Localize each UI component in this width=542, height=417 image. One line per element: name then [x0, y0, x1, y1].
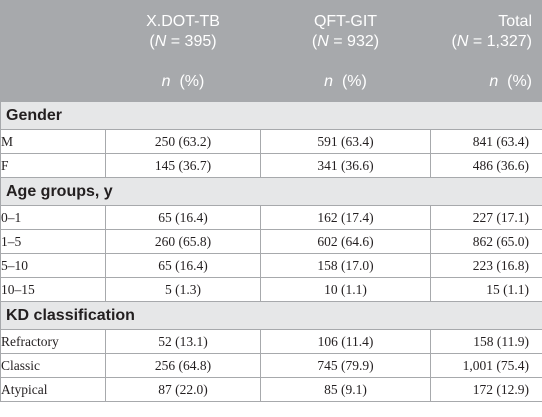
- cell-xdot: 256 (64.8): [105, 353, 261, 378]
- cell-xdot: 250 (63.2): [105, 129, 261, 154]
- row-label: 5–10: [0, 253, 106, 278]
- cell-total: 1,001 (75.4): [430, 353, 542, 378]
- subheader-blank-cell: [0, 62, 106, 102]
- section-row-kd-classification: KD classification: [0, 301, 542, 330]
- table-row: Refractory 52 (13.1) 106 (11.4) 158 (11.…: [0, 329, 542, 354]
- table-row: F 145 (36.7) 341 (36.6) 486 (36.6): [0, 153, 542, 178]
- table-row: 1–5 260 (65.8) 602 (64.6) 862 (65.0): [0, 229, 542, 254]
- column-header-total: Total (N = 1,327): [430, 0, 542, 63]
- table-row: Classic 256 (64.8) 745 (79.9) 1,001 (75.…: [0, 353, 542, 378]
- row-label: Refractory: [0, 329, 106, 354]
- cell-total: 227 (17.1): [430, 205, 542, 230]
- cell-total: 486 (36.6): [430, 153, 542, 178]
- table-row: Atypical 87 (22.0) 85 (9.1) 172 (12.9): [0, 377, 542, 402]
- section-row-age-groups: Age groups, y: [0, 177, 542, 206]
- column-header-xdot: X.DOT-TB (N = 395): [105, 0, 261, 63]
- row-label: Atypical: [0, 377, 106, 402]
- cell-qft: 162 (17.4): [260, 205, 431, 230]
- section-row-gender: Gender: [0, 101, 542, 130]
- cell-qft: 591 (63.4): [260, 129, 431, 154]
- cell-qft: 158 (17.0): [260, 253, 431, 278]
- row-label: 1–5: [0, 229, 106, 254]
- row-label: 10–15: [0, 277, 106, 302]
- cell-total: 841 (63.4): [430, 129, 542, 154]
- subheader-row: n (%) n (%) n (%): [0, 62, 542, 102]
- cell-qft: 745 (79.9): [260, 353, 431, 378]
- cell-qft: 602 (64.6): [260, 229, 431, 254]
- cell-total: 158 (11.9): [430, 329, 542, 354]
- cell-xdot: 87 (22.0): [105, 377, 261, 402]
- subheader-total: n (%): [430, 62, 542, 102]
- table-row: 0–1 65 (16.4) 162 (17.4) 227 (17.1): [0, 205, 542, 230]
- row-label: Classic: [0, 353, 106, 378]
- cell-qft: 10 (1.1): [260, 277, 431, 302]
- cell-qft: 341 (36.6): [260, 153, 431, 178]
- column-name: QFT-GIT: [313, 12, 378, 30]
- table-row: M 250 (63.2) 591 (63.4) 841 (63.4): [0, 129, 542, 154]
- row-label: M: [0, 129, 106, 154]
- cell-xdot: 260 (65.8): [105, 229, 261, 254]
- data-table: X.DOT-TB (N = 395) QFT-GIT (N = 932) Tot…: [0, 0, 542, 402]
- column-name: X.DOT-TB: [146, 12, 220, 30]
- cell-xdot: 52 (13.1): [105, 329, 261, 354]
- cell-qft: 106 (11.4): [260, 329, 431, 354]
- row-label: 0–1: [0, 205, 106, 230]
- cell-xdot: 65 (16.4): [105, 205, 261, 230]
- section-title: Age groups, y: [0, 177, 542, 206]
- cell-total: 862 (65.0): [430, 229, 542, 254]
- row-label: F: [0, 153, 106, 178]
- column-name: Total: [498, 12, 532, 30]
- header-row: X.DOT-TB (N = 395) QFT-GIT (N = 932) Tot…: [0, 0, 542, 63]
- column-n: (N = 395): [149, 32, 217, 50]
- section-title: KD classification: [0, 301, 542, 330]
- cell-total: 223 (16.8): [430, 253, 542, 278]
- section-title: Gender: [0, 101, 542, 130]
- cell-xdot: 65 (16.4): [105, 253, 261, 278]
- column-n: (N = 932): [311, 32, 380, 50]
- column-header-qft: QFT-GIT (N = 932): [260, 0, 431, 63]
- subheader-xdot: n (%): [105, 62, 261, 102]
- table-row: 10–15 5 (1.3) 10 (1.1) 15 (1.1): [0, 277, 542, 302]
- subheader-qft: n (%): [260, 62, 431, 102]
- column-n: (N = 1,327): [451, 32, 533, 50]
- cell-xdot: 5 (1.3): [105, 277, 261, 302]
- header-blank-cell: [0, 0, 106, 63]
- cell-total: 172 (12.9): [430, 377, 542, 402]
- cell-qft: 85 (9.1): [260, 377, 431, 402]
- cell-xdot: 145 (36.7): [105, 153, 261, 178]
- cell-total: 15 (1.1): [430, 277, 542, 302]
- table-row: 5–10 65 (16.4) 158 (17.0) 223 (16.8): [0, 253, 542, 278]
